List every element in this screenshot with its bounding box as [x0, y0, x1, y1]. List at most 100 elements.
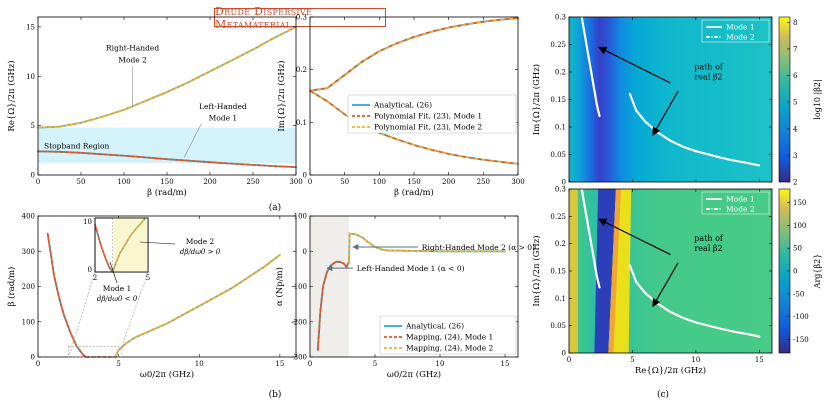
x-tick-label: 150	[160, 178, 173, 186]
x-tick-label: 150	[407, 178, 420, 186]
axes-a-left: 0 50 100 150 200 250 300 0 5 10 15 β (rad/m) Re{Ω}/2…	[6, 17, 303, 198]
legend-entry: Polynomial Fit, (23), Mode 2	[374, 123, 482, 132]
colorbar	[778, 16, 791, 183]
legend-entry: Polynomial Fit, (23), Mode 1	[374, 112, 482, 121]
x-tick-label: 200	[203, 178, 216, 186]
x-tick-label: 0	[308, 178, 312, 186]
subfigure-label-b: (b)	[269, 389, 282, 400]
annotation-left-handed: Left-Handed	[199, 102, 247, 111]
legend-entry: Analytical, (26)	[373, 101, 432, 110]
x-tick-label: 250	[246, 178, 259, 186]
y-tick-label: 300	[22, 248, 35, 256]
y-tick-label: 5	[31, 122, 35, 130]
upper-line-analytical	[309, 17, 519, 92]
stopband-region	[38, 127, 296, 164]
y-tick-label: 200	[22, 283, 35, 291]
legend-box	[347, 94, 517, 134]
inset-x-tick: 2	[93, 274, 97, 282]
colorbar-label: Arg{β2}	[813, 254, 822, 290]
x-axis-label: ω0/2π (GHz)	[387, 369, 441, 380]
x-tick-label: 300	[511, 178, 524, 186]
x-tick-label: 15	[275, 360, 284, 368]
y-tick-label: 0.15	[550, 268, 566, 276]
x-tick-label: 15	[501, 360, 510, 368]
x-tick-label: 100	[373, 178, 386, 186]
legend-entry: Mapping, (24), Mode 2	[406, 344, 494, 353]
x-tick-label: 15	[755, 356, 764, 364]
y-tick-label: 0.1	[296, 119, 307, 127]
subfigure-label-a: (a)	[269, 202, 281, 213]
y-tick-label: 0.1	[555, 295, 566, 303]
annotation-left-handed: Left-Handed Mode 1 (α < 0)	[357, 264, 465, 273]
y-tick-label: 0.2	[555, 69, 566, 77]
y-tick-label: 0.25	[550, 41, 566, 49]
x-tick-label: 10	[195, 360, 204, 368]
y-axis-label: Re{Ω}/2π (GHz)	[6, 60, 17, 131]
annotation-leader	[139, 241, 176, 245]
x-tick-label: 5	[373, 360, 377, 368]
colorbar-tick-label: 150	[793, 199, 806, 207]
heatmap-field	[569, 17, 772, 182]
y-axis-label: Im{Ω}/2π (GHz)	[276, 60, 287, 131]
y-tick-label: 0	[31, 354, 35, 362]
mode2-path	[628, 92, 761, 167]
mode2-line-dashed	[348, 232, 506, 263]
legend-entry: Mode 1	[726, 23, 755, 32]
legend-entry: Mode 2	[726, 33, 755, 42]
x-tick-label: 50	[77, 178, 86, 186]
legend-entry: Mapping, (24), Mode 1	[406, 333, 493, 342]
annotation-mode2: Mode 2	[186, 237, 215, 246]
annotation-mode1: Mode 1	[209, 114, 238, 123]
x-tick-label: 0	[567, 356, 571, 364]
heatmap-band-low	[594, 189, 616, 353]
colorbar-tick-label: -100	[793, 313, 809, 321]
y-tick-label: 0	[562, 179, 566, 187]
y-axis-label: α (Np/m)	[274, 267, 285, 306]
y-tick-label: 15	[26, 23, 35, 31]
legend-entry: Analytical, (26)	[405, 322, 464, 331]
x-axis-label: Re{Ω}/2π (GHz)	[635, 365, 706, 376]
y-axis-label: Im{Ω}/2π (GHz)	[531, 64, 542, 135]
zoom-region	[68, 346, 123, 358]
x-tick-label: 100	[117, 178, 130, 186]
mode2-line-analytical	[37, 25, 297, 129]
y-tick-label: 0.05	[550, 322, 566, 330]
legend-box	[379, 315, 517, 355]
legend-box	[701, 19, 770, 43]
inset-region-mode2	[112, 218, 148, 272]
colorbar-label: log10 |β2|	[813, 79, 822, 119]
y-axis-label: Im{Ω}/2π (GHz)	[531, 235, 542, 306]
x-tick-label: 0	[36, 360, 40, 368]
axes-b-right: 0 5 10 15 -300 -200 -100 0 100 ω0/2π (GHz) α (Np/m…	[274, 213, 518, 380]
annotation-arrow-mode2	[652, 262, 679, 308]
y-tick-label: 0.25	[550, 213, 566, 221]
colorbar-tick-label: 50	[793, 245, 802, 253]
y-tick-label: 0	[31, 172, 35, 180]
y-tick-label: 0.2	[296, 66, 307, 74]
x-axis-label: β (rad/m)	[394, 187, 434, 198]
annotation-leader	[109, 261, 118, 284]
heatmap-edge-band	[569, 189, 578, 353]
y-axis-label: β (rad/m)	[6, 267, 17, 307]
zoom-connector	[121, 271, 149, 347]
annotation-arrow-mode1	[598, 46, 671, 84]
y-tick-label: 400	[22, 213, 35, 221]
inset-y-tick: 10	[83, 218, 92, 226]
annotation-mode2: Mode 2	[118, 55, 147, 64]
annotation-mode1: Mode 1	[103, 284, 132, 293]
y-tick-label: -300	[291, 354, 307, 362]
annotation-arrow-mode1	[598, 218, 671, 256]
plot-b-left-frame	[37, 215, 297, 358]
y-tick-label: -100	[291, 283, 307, 291]
x-tick-label: 0	[308, 360, 312, 368]
left-handed-region	[310, 216, 349, 357]
mode1-line-dashed	[46, 232, 88, 358]
mode1-path	[580, 15, 601, 118]
mode1-line-analytical	[46, 232, 88, 358]
annotation-path: path of	[694, 62, 724, 71]
upper-line-dashed	[309, 17, 519, 92]
colorbar-tick-label: 2	[793, 179, 797, 187]
x-tick-label: 250	[477, 178, 490, 186]
